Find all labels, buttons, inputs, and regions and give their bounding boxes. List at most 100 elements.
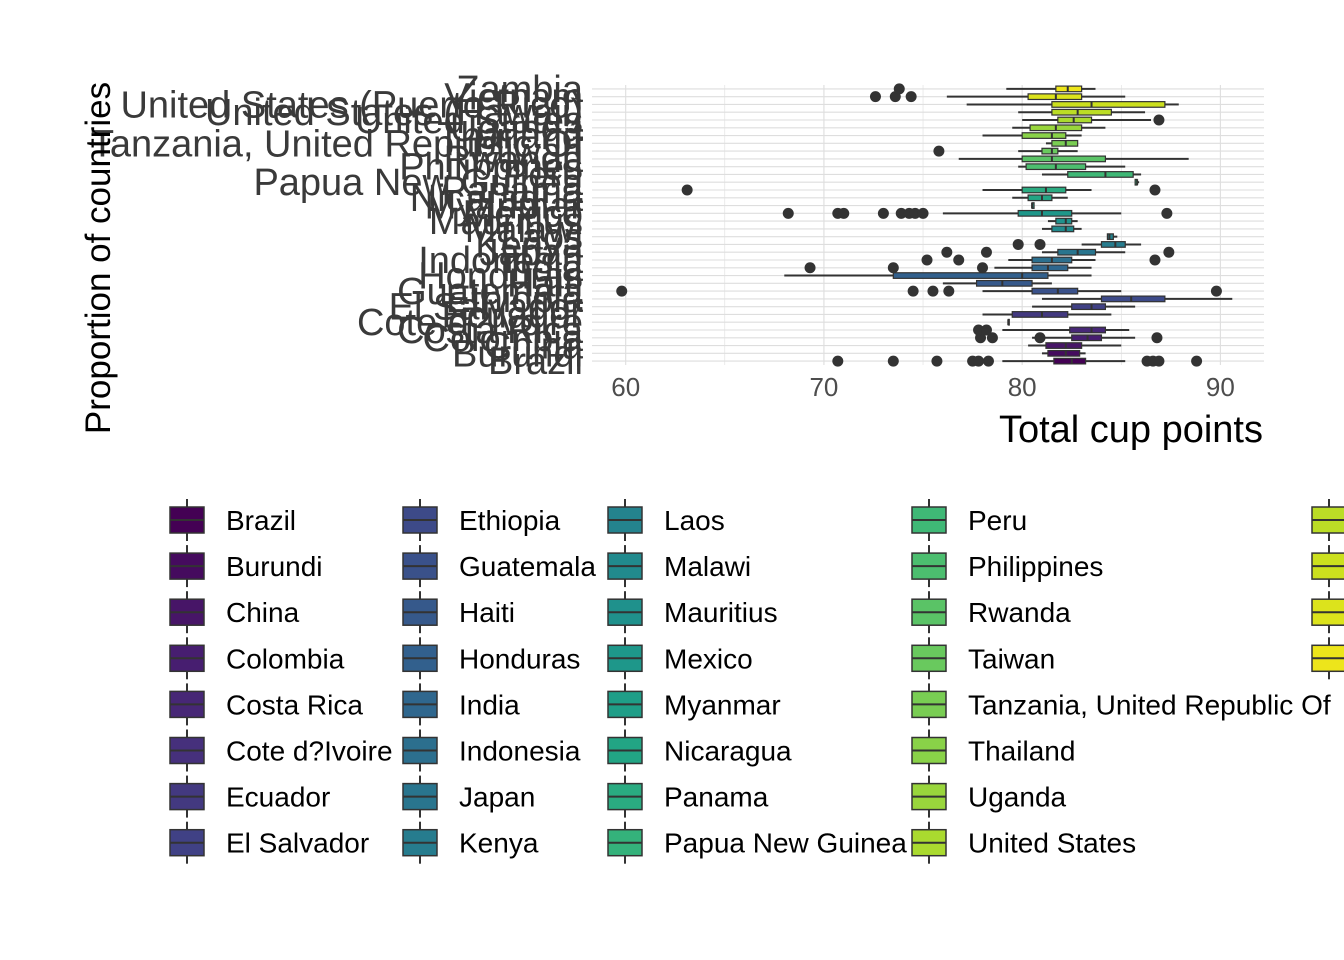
category-label: Thailand [437, 116, 583, 158]
legend-item: Panama [607, 775, 769, 818]
legend-item: United States (Hawaii) [1311, 499, 1344, 541]
box-philippines [1018, 163, 1126, 171]
category-label: Myanmar [425, 186, 584, 228]
category-label: Burundi [452, 333, 583, 375]
outlier-point [887, 355, 899, 367]
outlier-point [1151, 332, 1163, 344]
outlier-point [895, 207, 907, 219]
legend-item: Kenya [402, 821, 539, 864]
box-iqr [1051, 225, 1075, 233]
outlier-point [838, 207, 850, 219]
outlier-point [681, 184, 693, 196]
category-label: Laos [501, 217, 583, 259]
legend-label: Thailand [968, 736, 1075, 767]
outlier-point [917, 207, 929, 219]
legend-item: Ecuador [169, 775, 330, 818]
category-label: Kenya [475, 224, 584, 266]
outlier-point [869, 91, 881, 103]
category-label: Haiti [507, 263, 583, 305]
legend-item: Myanmar [607, 683, 781, 726]
box-iqr [1100, 241, 1126, 248]
legend-item: Japan [402, 775, 535, 818]
category-label: Rwanda [444, 139, 584, 181]
box-guatemala [616, 285, 1222, 297]
category-label: Guatemala [397, 271, 584, 313]
legend-label: Cote d?Ivoire [226, 736, 393, 767]
legend-label: Tanzania, United Republic Of [968, 689, 1331, 720]
box-china [1028, 342, 1122, 349]
outlier-point [933, 145, 945, 157]
box-taiwan [933, 145, 1078, 157]
legend-label: Philippines [968, 551, 1103, 582]
category-label: China [484, 326, 584, 368]
box-iqr [1047, 349, 1081, 357]
outlier-point [931, 355, 943, 367]
legend-label: Haiti [459, 597, 515, 628]
category-label: Vietnam [444, 77, 583, 119]
legend-label: Ecuador [226, 782, 330, 813]
box-cote-d-ivoire [1007, 318, 1010, 326]
box-kenya [1012, 238, 1142, 250]
legend-item: Malawi [607, 545, 751, 588]
legend-item: Costa Rica [169, 683, 363, 726]
legend-label: Kenya [459, 828, 539, 859]
box-papua-new-guinea [1134, 178, 1140, 186]
box-brazil [832, 355, 1203, 367]
box-burundi [1041, 349, 1086, 357]
legend-label: India [459, 689, 520, 720]
legend-item: Colombia [169, 637, 345, 680]
legend-label: Japan [459, 782, 535, 813]
outlier-point [1034, 332, 1046, 344]
box-iqr [1051, 101, 1166, 108]
outlier-point [832, 355, 844, 367]
legend-item: United States (Puerto Rico) [1311, 545, 1344, 588]
legend-item: Peru [911, 499, 1027, 541]
box-iqr [892, 272, 1049, 279]
legend-item: Zambia [1311, 637, 1344, 680]
box-united-states [1022, 114, 1165, 126]
outlier-point [927, 285, 939, 297]
box-panama [681, 184, 1161, 196]
legend-item: China [169, 591, 300, 634]
outlier-point [1012, 238, 1024, 250]
legend-item: Thailand [911, 729, 1075, 772]
box-series [616, 83, 1233, 367]
category-label: Colombia [422, 318, 583, 360]
box-iqr [1067, 171, 1134, 178]
legend-item: Rwanda [911, 591, 1071, 634]
category-label: Papua New Guinea [253, 162, 583, 204]
box-iqr [975, 279, 1033, 287]
box-mexico [782, 207, 1173, 219]
box-iqr [1071, 303, 1107, 311]
category-label: Ecuador [441, 294, 583, 336]
box-united-states-puerto-rico- [966, 101, 1179, 108]
category-label: Peru [503, 154, 583, 196]
box-iqr [1100, 295, 1166, 303]
box-iqr [1051, 108, 1112, 116]
outlier-point [973, 324, 985, 336]
legend-label: Honduras [459, 643, 580, 674]
box-laos [1106, 233, 1118, 241]
box-iqr [1011, 311, 1069, 318]
category-label: Mauritius [429, 201, 583, 243]
box-indonesia [921, 254, 1161, 266]
category-label: India [501, 248, 584, 290]
box-rwanda [958, 155, 1189, 163]
legend-label: Indonesia [459, 736, 581, 767]
legend-item: El Salvador [169, 821, 369, 864]
box-india [804, 262, 1092, 274]
box-united-states-hawaii- [1018, 108, 1146, 116]
legend-item: Taiwan [911, 637, 1055, 680]
category-label: Mexico [463, 193, 583, 235]
box-iqr [1021, 155, 1107, 163]
legend-item: Uganda [911, 775, 1067, 818]
legend-item: Philippines [911, 545, 1103, 588]
box-iqr [1031, 264, 1069, 272]
legend-item: Honduras [402, 637, 580, 680]
outlier-point [1163, 246, 1175, 258]
box-iqr [1055, 217, 1073, 225]
outlier-point [921, 254, 933, 266]
outlier-point [1149, 254, 1161, 266]
x-tick-label: 80 [1008, 372, 1037, 402]
box-iqr [1045, 342, 1083, 349]
